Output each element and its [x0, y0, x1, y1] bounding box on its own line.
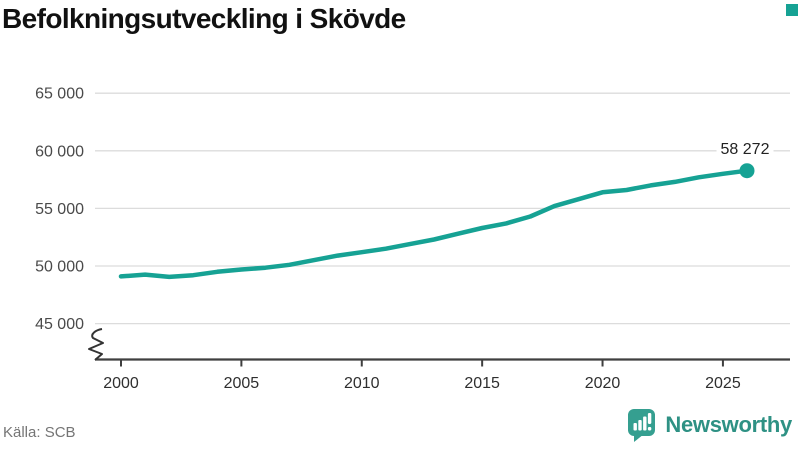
x-tick-label: 2020 — [585, 375, 621, 392]
y-tick-label: 55 000 — [35, 201, 84, 218]
brand-name: Newsworthy — [665, 412, 792, 437]
x-tick-label: 2025 — [705, 375, 741, 392]
axis-break-icon — [88, 328, 104, 361]
y-tick-label: 50 000 — [35, 259, 84, 276]
x-tick-label: 2005 — [224, 375, 260, 392]
end-point-marker — [739, 163, 755, 179]
x-tick-label: 2010 — [344, 375, 380, 392]
y-tick-label: 45 000 — [35, 316, 84, 333]
newsworthy-logo[interactable]: Newsworthy — [626, 407, 792, 443]
x-tick-label: 2015 — [464, 375, 500, 392]
last-value-label: 58 272 — [716, 141, 774, 159]
source-note: Källa: SCB — [3, 424, 76, 441]
y-tick-label: 60 000 — [35, 143, 84, 160]
y-tick-label: 65 000 — [35, 86, 84, 103]
x-tick-label: 2000 — [103, 375, 139, 392]
population-line-series — [118, 168, 750, 280]
chart-title: Befolkningsutveckling i Skövde — [2, 3, 406, 34]
newsworthy-bubble-chart-icon — [628, 409, 656, 442]
brand-accent-square — [786, 4, 798, 16]
